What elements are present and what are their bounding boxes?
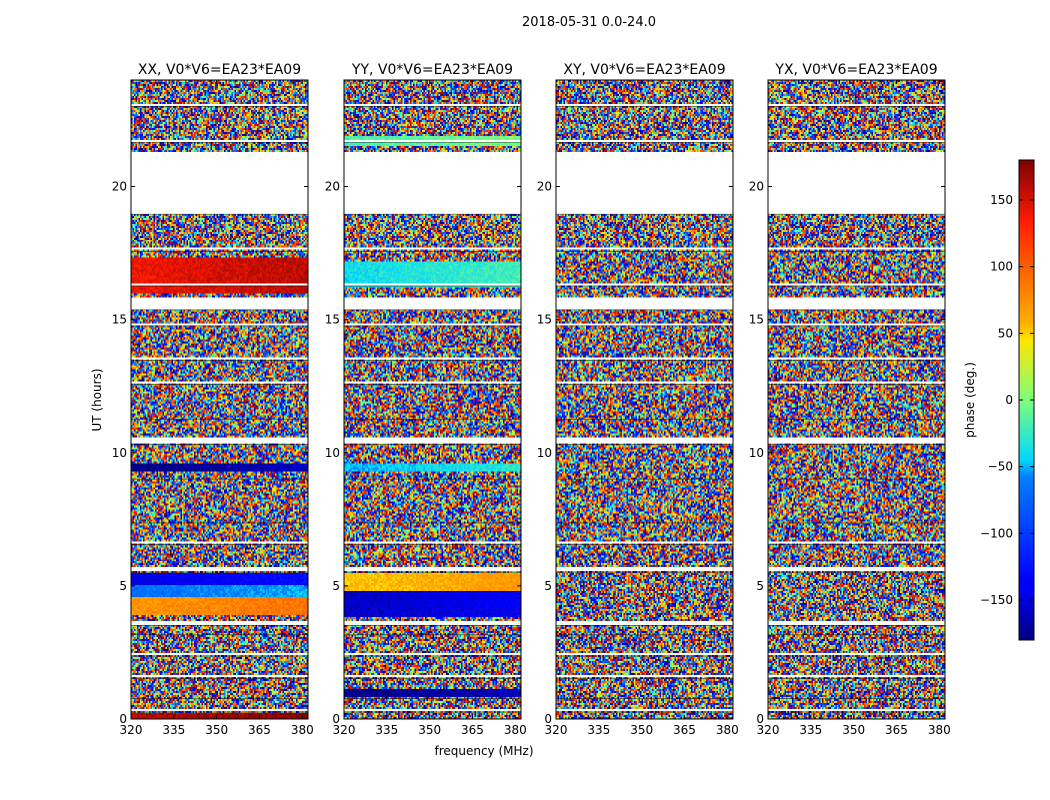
y-tick-label: 20 (325, 180, 340, 194)
y-tick-label: 0 (756, 712, 764, 726)
y-tick-label: 0 (332, 712, 340, 726)
y-tick-label: 20 (112, 180, 127, 194)
panel-yy: YY, V0*V6=EA23*EA09 320 335 350 365 380 0 5 10 15… (325, 62, 527, 737)
x-axis-label: frequency (MHz) (434, 744, 533, 758)
x-tick-label: 350 (418, 723, 441, 737)
x-tick-label: 380 (504, 723, 527, 737)
phase-waterfall-yx (768, 80, 945, 719)
x-tick-label: 365 (461, 723, 484, 737)
colorbar-tick-label: 150 (990, 193, 1013, 207)
y-tick-label: 10 (749, 446, 764, 460)
panel-title: XY, V0*V6=EA23*EA09 (563, 62, 725, 78)
y-tick-label: 0 (119, 712, 127, 726)
y-tick-label: 10 (112, 446, 127, 460)
y-tick-label: 20 (537, 180, 552, 194)
phase-waterfall-xy (556, 80, 733, 719)
colorbar-tick-label: 50 (998, 326, 1013, 340)
x-tick-label: 365 (673, 723, 696, 737)
panel-title: XX, V0*V6=EA23*EA09 (138, 62, 301, 78)
x-tick-label: 320 (757, 723, 780, 737)
y-tick-label: 15 (112, 313, 127, 327)
x-tick-label: 335 (587, 723, 610, 737)
colorbar-label: phase (deg.) (963, 362, 977, 438)
panel-frame (343, 79, 522, 720)
panel-frame (555, 79, 734, 720)
x-tick-label: 335 (375, 723, 398, 737)
x-tick-label: 380 (928, 723, 951, 737)
x-tick-label: 350 (630, 723, 653, 737)
panel-xx: XX, V0*V6=EA23*EA09 320 335 350 365 380 0 5 10 15… (112, 62, 314, 737)
y-tick-label: 10 (325, 446, 340, 460)
y-axis-label: UT (hours) (90, 368, 104, 431)
panel-title: YY, V0*V6=EA23*EA09 (351, 62, 513, 78)
colorbar-tick-label: −100 (980, 526, 1013, 540)
colorbar-tick-label: 0 (1005, 393, 1013, 407)
colorbar: 150 100 50 0 −50 −100 −150 phase (deg.) (963, 159, 1035, 641)
y-tick-label: 5 (544, 579, 552, 593)
y-tick-label: 5 (756, 579, 764, 593)
y-tick-label: 15 (537, 313, 552, 327)
panel-yx: YX, V0*V6=EA23*EA09 320 335 350 365 380 0 5 10 15… (749, 62, 951, 737)
panel-frame (767, 79, 946, 720)
y-tick-label: 10 (537, 446, 552, 460)
x-tick-label: 320 (545, 723, 568, 737)
y-tick-label: 15 (325, 313, 340, 327)
y-tick-label: 20 (749, 180, 764, 194)
y-tick-label: 5 (119, 579, 127, 593)
y-tick-label: 5 (332, 579, 340, 593)
colorbar-tick-label: −50 (988, 460, 1013, 474)
x-tick-label: 365 (885, 723, 908, 737)
colorbar-tick-label: −150 (980, 593, 1013, 607)
phase-waterfall-yy (344, 80, 521, 719)
x-tick-label: 350 (205, 723, 228, 737)
x-tick-label: 335 (799, 723, 822, 737)
panel-title: YX, V0*V6=EA23*EA09 (774, 62, 937, 78)
x-tick-label: 365 (248, 723, 271, 737)
x-tick-label: 350 (842, 723, 865, 737)
panel-xy: XY, V0*V6=EA23*EA09 320 335 350 365 380 0 5 10 15… (537, 62, 739, 737)
x-tick-label: 380 (291, 723, 314, 737)
x-tick-label: 320 (120, 723, 143, 737)
phase-waterfall-xx (131, 80, 308, 719)
y-tick-label: 0 (544, 712, 552, 726)
panel-frame (130, 79, 309, 720)
y-tick-label: 15 (749, 313, 764, 327)
figure-suptitle: 2018-05-31 0.0-24.0 (522, 15, 656, 30)
x-tick-label: 380 (716, 723, 739, 737)
x-tick-label: 320 (333, 723, 356, 737)
colorbar-tick-label: 100 (990, 260, 1013, 274)
x-tick-label: 335 (162, 723, 185, 737)
